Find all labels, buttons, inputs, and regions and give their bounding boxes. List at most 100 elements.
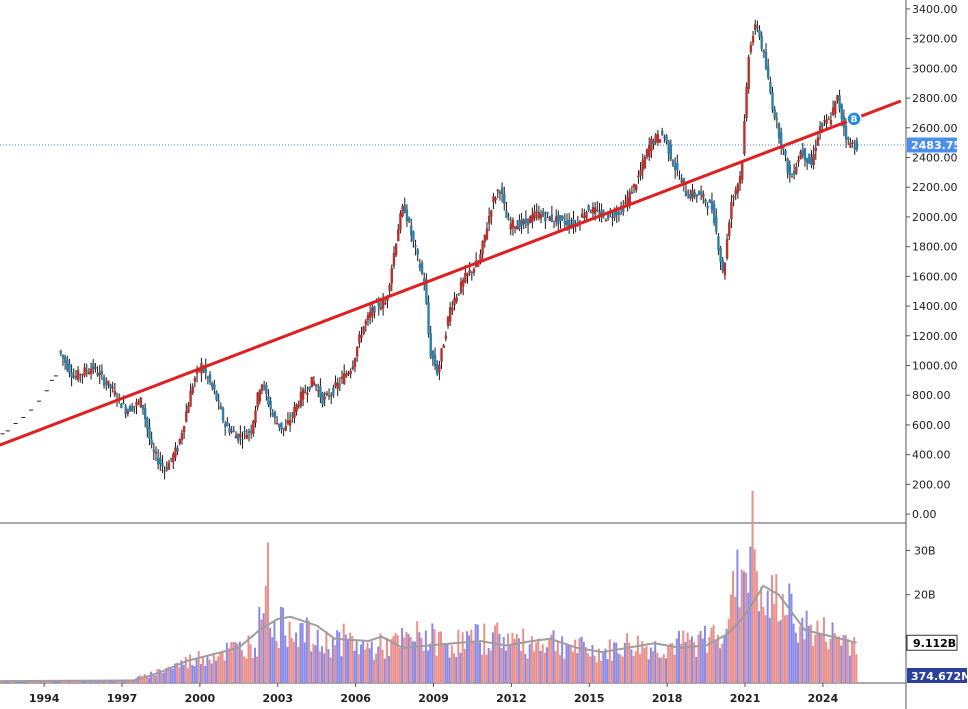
candle-body[interactable] <box>734 189 737 195</box>
volume-bar[interactable] <box>816 620 819 683</box>
candle-body[interactable] <box>663 137 666 139</box>
candle-body[interactable] <box>797 159 800 163</box>
volume-bar[interactable] <box>334 645 337 683</box>
candle-body[interactable] <box>366 314 370 321</box>
candle-body[interactable] <box>342 373 346 384</box>
volume-bar[interactable] <box>74 680 77 683</box>
candle-body[interactable] <box>401 205 404 217</box>
candle-body[interactable] <box>416 249 419 255</box>
volume-bar[interactable] <box>747 592 750 683</box>
volume-bar[interactable] <box>78 680 81 683</box>
volume-bar[interactable] <box>803 639 806 683</box>
volume-bar[interactable] <box>552 630 555 683</box>
candle-body[interactable] <box>388 284 391 291</box>
candle-body[interactable] <box>327 395 331 397</box>
volume-bar[interactable] <box>411 641 414 683</box>
volume-bar[interactable] <box>753 549 756 683</box>
candle-body[interactable] <box>710 200 714 211</box>
candle-body[interactable] <box>427 302 430 334</box>
volume-bar[interactable] <box>169 668 172 683</box>
volume-bar[interactable] <box>119 681 122 683</box>
volume-bar[interactable] <box>472 642 475 683</box>
candle-body[interactable] <box>438 364 441 372</box>
volume-bar[interactable] <box>359 644 362 683</box>
volume-bar[interactable] <box>117 680 120 683</box>
candle-body[interactable] <box>139 397 143 408</box>
volume-bar[interactable] <box>327 649 330 683</box>
volume-bar[interactable] <box>193 666 196 683</box>
volume-bar[interactable] <box>403 637 406 683</box>
volume-bar[interactable] <box>504 650 507 683</box>
candle-body[interactable] <box>399 213 402 230</box>
volume-bar[interactable] <box>546 647 549 683</box>
volume-bar[interactable] <box>814 634 817 683</box>
candle-body[interactable] <box>304 392 307 394</box>
candle-body[interactable] <box>600 209 603 218</box>
candle-body[interactable] <box>392 253 396 266</box>
candle-body[interactable] <box>682 177 686 185</box>
volume-bar[interactable] <box>468 635 471 683</box>
volume-bar[interactable] <box>576 653 579 683</box>
volume-bar[interactable] <box>28 681 31 683</box>
volume-bar[interactable] <box>783 615 786 683</box>
volume-bar[interactable] <box>734 596 737 683</box>
candle-body[interactable] <box>345 373 348 377</box>
candle-body[interactable] <box>405 209 409 222</box>
volume-bar[interactable] <box>41 681 44 683</box>
candle-body[interactable] <box>301 389 305 400</box>
candle-body[interactable] <box>146 417 149 430</box>
candle-body[interactable] <box>559 215 562 222</box>
volume-bar[interactable] <box>390 639 393 683</box>
volume-bar[interactable] <box>723 635 726 683</box>
candle-body[interactable] <box>546 212 549 215</box>
candle-body[interactable] <box>561 216 564 219</box>
volume-bar[interactable] <box>777 621 780 683</box>
volume-bar[interactable] <box>792 623 795 683</box>
candle-body[interactable] <box>728 222 731 237</box>
volume-bar[interactable] <box>615 642 618 683</box>
volume-bar[interactable] <box>600 660 603 683</box>
candle-body[interactable] <box>708 199 711 203</box>
volume-bar[interactable] <box>249 644 252 683</box>
candle-body[interactable] <box>420 262 424 274</box>
volume-bar[interactable] <box>807 625 810 683</box>
volume-bar[interactable] <box>346 640 349 683</box>
volume-bar[interactable] <box>106 681 109 683</box>
volume-bar[interactable] <box>556 641 559 683</box>
volume-bar[interactable] <box>377 646 380 683</box>
volume-bar[interactable] <box>675 638 678 683</box>
volume-bar[interactable] <box>178 667 181 683</box>
volume-bar[interactable] <box>383 658 386 683</box>
candle-body[interactable] <box>182 426 186 433</box>
volume-bar[interactable] <box>59 681 62 683</box>
candle-body[interactable] <box>457 293 461 295</box>
candle-body[interactable] <box>470 272 474 274</box>
volume-bar[interactable] <box>693 642 696 683</box>
volume-bar[interactable] <box>489 650 492 683</box>
volume-bar[interactable] <box>684 641 687 683</box>
volume-bar[interactable] <box>712 624 715 683</box>
volume-bar[interactable] <box>83 681 86 683</box>
candle-body[interactable] <box>719 248 722 263</box>
volume-bar[interactable] <box>543 652 546 683</box>
volume-bar[interactable] <box>286 646 289 683</box>
candle-body[interactable] <box>557 214 560 225</box>
candle-body[interactable] <box>349 370 352 374</box>
candle-body[interactable] <box>256 392 259 408</box>
volume-bar[interactable] <box>541 644 544 683</box>
candle-body[interactable] <box>442 345 445 348</box>
candle-body[interactable] <box>410 225 413 236</box>
volume-bar[interactable] <box>762 607 765 683</box>
volume-bar[interactable] <box>329 657 332 683</box>
volume-bar[interactable] <box>706 652 709 683</box>
candle-body[interactable] <box>81 374 84 376</box>
volume-bar[interactable] <box>221 651 224 683</box>
candle-body[interactable] <box>669 144 673 160</box>
volume-bar[interactable] <box>204 665 207 683</box>
volume-bar[interactable] <box>755 571 758 683</box>
candle-body[interactable] <box>738 175 742 184</box>
volume-bar[interactable] <box>652 650 655 683</box>
volume-bar[interactable] <box>680 643 683 683</box>
candle-body[interactable] <box>593 207 597 214</box>
volume-bar[interactable] <box>621 656 624 683</box>
